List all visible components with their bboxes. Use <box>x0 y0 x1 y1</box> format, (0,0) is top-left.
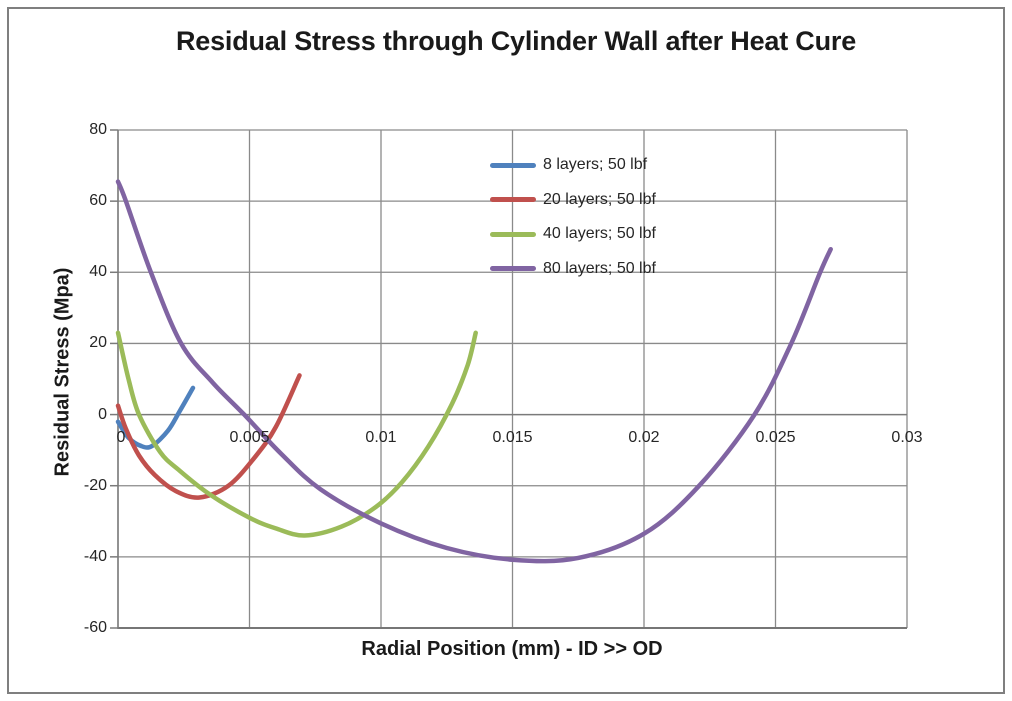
x-tick-label: 0.02 <box>628 429 660 446</box>
curve-80-layers-50-lbf <box>115 179 833 564</box>
y-tick-label: 40 <box>89 263 107 280</box>
legend-label: 80 layers; 50 lbf <box>543 259 656 277</box>
y-tick-label: -40 <box>83 548 107 565</box>
x-tick-label: 0 <box>116 429 126 446</box>
y-axis-title: Residual Stress (Mpa) <box>51 267 74 477</box>
legend-label: 20 layers; 50 lbf <box>543 190 656 208</box>
x-tick-label: 0.015 <box>492 429 533 446</box>
legend-label: 40 layers; 50 lbf <box>543 225 656 242</box>
chart-title: Residual Stress through Cylinder Wall af… <box>175 26 857 56</box>
x-tick-label: 0.005 <box>229 429 270 446</box>
x-tick-label: 0.01 <box>365 429 397 446</box>
legend-item-80-layers: 80 layers; 50 lbf <box>490 257 656 281</box>
legend-line-swatch <box>490 197 536 202</box>
x-axis-title: Radial Position (mm) - ID >> OD <box>361 638 663 660</box>
y-tick-label: 0 <box>98 406 107 423</box>
legend-line-swatch <box>490 266 536 271</box>
y-tick-label: 60 <box>89 192 107 209</box>
y-tick-label: -20 <box>83 477 107 494</box>
legend-item-8-layers: 8 layers; 50 lbf <box>490 153 647 177</box>
y-tick-label: -60 <box>83 619 107 636</box>
x-tick-label: 0.03 <box>891 429 923 446</box>
curve-20-layers-50-lbf <box>115 373 302 500</box>
legend-line-swatch <box>490 231 536 237</box>
y-tick-label: 20 <box>89 334 107 351</box>
x-tick-label: 0.025 <box>755 429 796 446</box>
legend-item-20-layers: 20 layers; 50 lbf <box>490 188 656 212</box>
legend-label: 8 layers; 50 lbf <box>543 156 648 173</box>
chart-border <box>7 7 1005 694</box>
curve-40-layers-50-lbf <box>115 330 478 538</box>
legend-item-40-layers: 40 layers; 50 lbf <box>490 222 656 246</box>
y-tick-label: 80 <box>89 121 107 138</box>
legend-line-swatch <box>490 162 536 168</box>
